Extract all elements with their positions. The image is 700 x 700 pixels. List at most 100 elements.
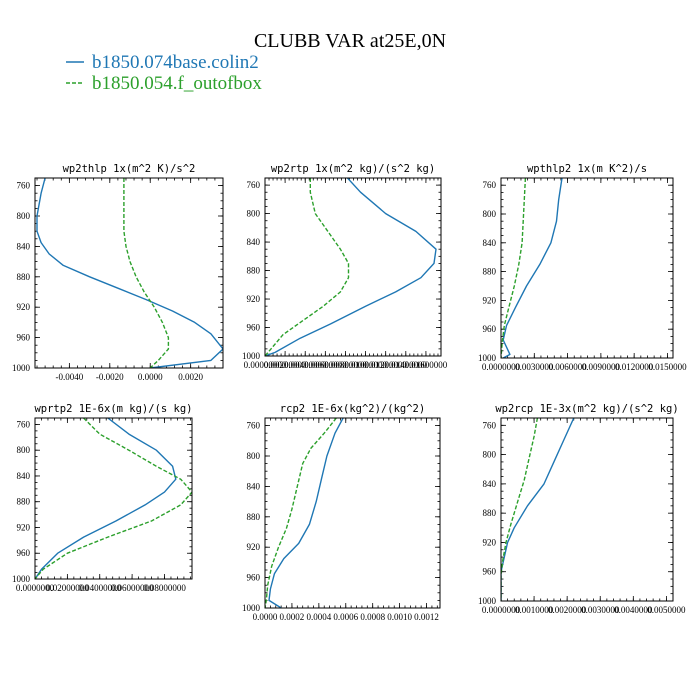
- y-tick-label: 760: [247, 421, 261, 431]
- y-tick-label: 880: [247, 512, 261, 522]
- series-line-2: [35, 418, 192, 579]
- y-tick-label: 880: [483, 508, 497, 518]
- series-line-1: [35, 418, 177, 579]
- y-tick-label: 800: [483, 450, 497, 460]
- series-line-1: [502, 178, 563, 358]
- x-tick-label: 0.0030000: [515, 362, 554, 372]
- x-tick-label: 0.0002: [280, 612, 305, 622]
- x-tick-label: 0.00200000: [264, 360, 307, 370]
- y-tick-label: 920: [483, 295, 497, 305]
- x-tick-label: 0.0020: [178, 372, 203, 382]
- y-tick-label: 920: [17, 522, 31, 532]
- y-tick-label: 1000: [242, 603, 261, 613]
- x-tick-label: 0.0010000: [515, 605, 554, 615]
- y-tick-label: 840: [483, 479, 497, 489]
- x-tick-label: 0.0020000: [548, 605, 587, 615]
- x-tick-label: 0.01600000: [405, 360, 448, 370]
- y-tick-label: 960: [17, 548, 31, 558]
- x-tick-label: 0.0150000: [648, 362, 687, 372]
- plot-frame: [264, 177, 442, 357]
- y-tick-label: 880: [17, 497, 31, 507]
- panel-title: wp2rcp 1E-3x(m^2 kg)/(s^2 kg): [495, 403, 678, 415]
- y-tick-label: 840: [483, 238, 497, 248]
- y-tick-label: 800: [247, 451, 261, 461]
- x-tick-label: 0.08000000: [143, 583, 186, 593]
- x-tick-label: 0.01400000: [384, 360, 427, 370]
- panel-3: wpthlp2 1x(m K^2)/s 760 800 840 880 920 960 100…: [478, 163, 687, 372]
- y-tick-label: 800: [17, 211, 31, 221]
- x-tick-label: 0.0004: [306, 612, 331, 622]
- x-tick-label: 0.0000000: [482, 362, 521, 372]
- plot-frame: [500, 417, 674, 602]
- x-tick-label: 0.00400000: [284, 360, 327, 370]
- y-tick-label: 800: [17, 445, 31, 455]
- x-tick-label: 0.0000: [138, 372, 163, 382]
- panel-2: wp2rtp 1x(m^2 kg)/(s^2 kg) 760 800 840 880 92…: [242, 163, 448, 370]
- panel-title: wp2thlp 1x(m^2 K)/s^2: [63, 163, 196, 175]
- panel-title: wprtp2 1E-6x(m kg)/(s kg): [34, 403, 192, 415]
- series-line-2: [501, 418, 539, 601]
- y-tick-label: 880: [17, 272, 31, 282]
- x-tick-label: 0.00000000: [244, 360, 287, 370]
- y-tick-label: 880: [247, 266, 261, 276]
- plot-frame: [34, 417, 193, 580]
- panel-4: wprtp2 1E-6x(m kg)/(s kg)760 800 840 880 920…: [12, 403, 193, 593]
- figure-title: CLUBB VAR at25E,0N: [254, 30, 446, 52]
- x-tick-label: 0.0050000: [647, 605, 686, 615]
- series-line-2: [265, 178, 350, 356]
- x-tick-label: 0.0000000: [482, 605, 521, 615]
- x-tick-label: -0.0020: [96, 372, 124, 382]
- series-line-1: [501, 418, 575, 601]
- plot-frame: [34, 177, 224, 369]
- y-tick-label: 1000: [12, 363, 31, 373]
- series-line-1: [268, 418, 344, 608]
- y-tick-label: 800: [483, 209, 497, 219]
- y-tick-label: 880: [483, 267, 497, 277]
- x-tick-label: -0.0040: [55, 372, 83, 382]
- x-tick-label: 0.0000: [253, 612, 278, 622]
- x-tick-label: 0.01000000: [344, 360, 387, 370]
- series-line-1: [265, 178, 437, 356]
- plot-frame: [264, 417, 441, 609]
- x-tick-label: 0.02000000: [46, 583, 89, 593]
- y-tick-label: 960: [247, 323, 261, 333]
- y-tick-label: 1000: [242, 351, 261, 361]
- y-tick-label: 760: [17, 181, 31, 191]
- panel-6: wp2rcp 1E-3x(m^2 kg)/(s^2 kg) 760 800 840 88…: [478, 403, 686, 615]
- y-tick-label: 1000: [478, 596, 497, 606]
- panels: wp2thlp 1x(m^2 K)/s^2 760 800 840 880 920 960 1…: [12, 163, 687, 622]
- x-tick-label: 0.0030000: [581, 605, 620, 615]
- panel-title: wp2rtp 1x(m^2 kg)/(s^2 kg): [271, 163, 435, 175]
- figure-legend: b1850.074base.colin2 b1850.054.f_outofbo…: [66, 52, 262, 94]
- y-tick-label: 920: [247, 294, 261, 304]
- x-tick-label: 0.0120000: [615, 362, 654, 372]
- series-line-2: [123, 178, 170, 368]
- x-tick-label: 0.0090000: [582, 362, 621, 372]
- x-tick-label: 0.0000000: [16, 583, 55, 593]
- x-tick-label: 0.0040000: [614, 605, 653, 615]
- y-tick-label: 960: [483, 567, 497, 577]
- y-tick-label: 760: [483, 180, 497, 190]
- x-tick-label: 0.0060000: [548, 362, 587, 372]
- panel-title: wpthlp2 1x(m K^2)/s: [527, 163, 647, 175]
- plot-frame: [500, 177, 674, 359]
- panel-title: rcp2 1E-6x(kg^2)/(kg^2): [280, 403, 425, 415]
- x-tick-label: 0.0010: [387, 612, 412, 622]
- y-tick-label: 1000: [478, 353, 497, 363]
- x-tick-label: 0.0012: [414, 612, 439, 622]
- series-line-2: [501, 178, 527, 358]
- y-tick-label: 760: [17, 419, 31, 429]
- y-tick-label: 760: [483, 420, 497, 430]
- y-tick-label: 840: [247, 237, 261, 247]
- y-tick-label: 840: [247, 481, 261, 491]
- y-tick-label: 840: [17, 241, 31, 251]
- x-tick-label: 0.00600000: [304, 360, 347, 370]
- legend-label-1: b1850.074base.colin2: [92, 52, 259, 73]
- panel-1: wp2thlp 1x(m^2 K)/s^2 760 800 840 880 920 960 1…: [12, 163, 224, 382]
- y-tick-label: 920: [17, 302, 31, 312]
- x-tick-label: 0.06000000: [111, 583, 154, 593]
- y-tick-label: 840: [17, 471, 31, 481]
- x-tick-label: 0.0006: [333, 612, 358, 622]
- y-tick-label: 920: [483, 537, 497, 547]
